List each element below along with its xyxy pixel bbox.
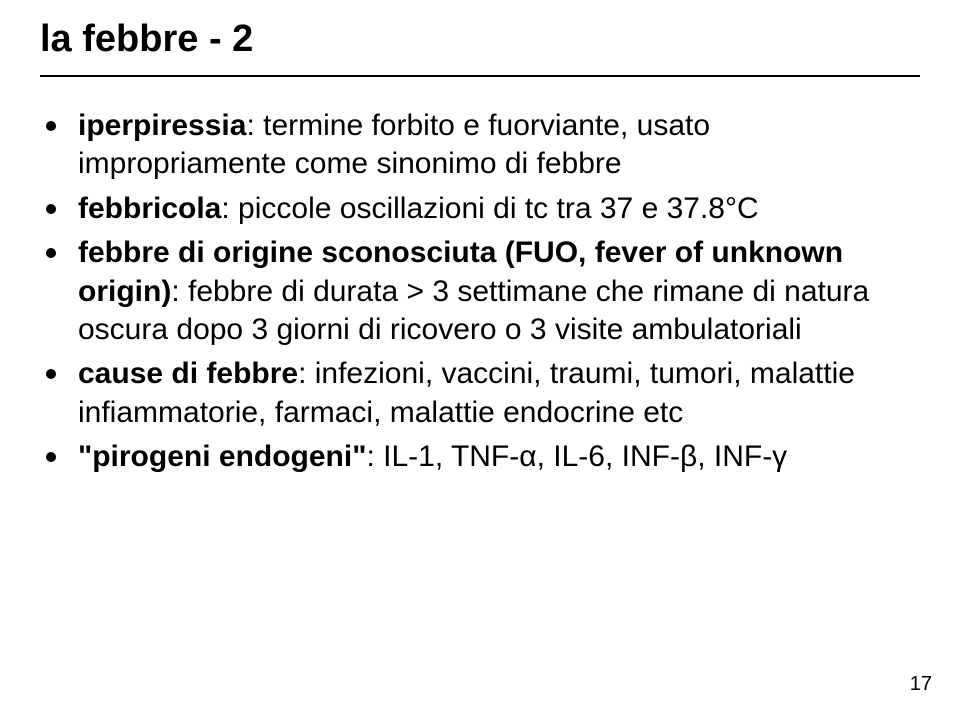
bullet-rest: : IL-1, TNF-α, IL-6, INF-β, INF-γ bbox=[366, 440, 787, 473]
list-item: "pirogeni endogeni": IL-1, TNF-α, IL-6, … bbox=[40, 438, 920, 476]
bullet-bold: cause di febbre bbox=[78, 357, 298, 390]
list-item: cause di febbre: infezioni, vaccini, tra… bbox=[40, 355, 920, 432]
bullet-rest: : piccole oscillazioni di tc tra 37 e 37… bbox=[221, 192, 758, 225]
bullet-rest: : febbre di durata > 3 settimane che rim… bbox=[78, 275, 869, 346]
bullet-list: iperpiressia: termine forbito e fuorvian… bbox=[40, 107, 920, 477]
bullet-bold: iperpiressia bbox=[78, 109, 246, 142]
title-underline bbox=[40, 75, 920, 77]
bullet-bold: febbricola bbox=[78, 192, 221, 225]
list-item: iperpiressia: termine forbito e fuorvian… bbox=[40, 107, 920, 184]
list-item: febbricola: piccole oscillazioni di tc t… bbox=[40, 190, 920, 228]
page-title: la febbre - 2 bbox=[40, 18, 920, 61]
slide: la febbre - 2 iperpiressia: termine forb… bbox=[0, 0, 960, 710]
bullet-bold: "pirogeni endogeni" bbox=[78, 440, 366, 473]
list-item: febbre di origine sconosciuta (FUO, feve… bbox=[40, 234, 920, 349]
page-number: 17 bbox=[910, 673, 932, 696]
